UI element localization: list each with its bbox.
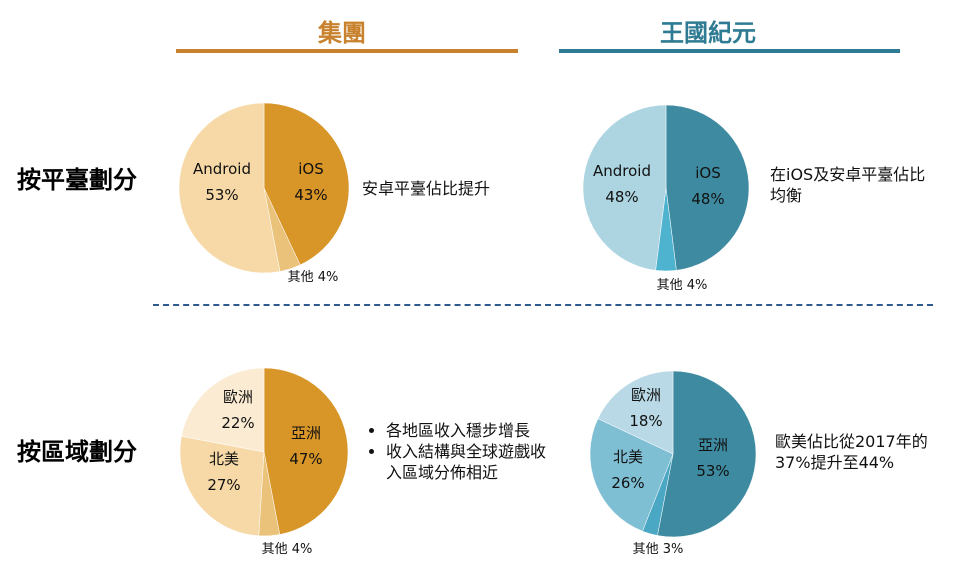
- slice-value-label: 26%: [611, 474, 644, 492]
- pie-chart-group-region: 亞洲 47% 其他 4% 北美 27% 歐洲 22%: [179, 367, 349, 557]
- kingdom-title-rule: [559, 49, 900, 53]
- pie-slice: [263, 367, 349, 535]
- group-title-rule: [176, 49, 518, 53]
- pie-slice: [181, 367, 265, 453]
- row-label-platform: 按平臺劃分: [17, 166, 137, 194]
- slice-name-label: Android: [593, 162, 651, 180]
- slice-value-label: 48%: [691, 190, 724, 208]
- pie-slice: [178, 102, 281, 274]
- slice-name-label: 北美: [209, 450, 239, 468]
- slice-label-other: 其他 3%: [633, 542, 684, 557]
- slice-name-label: iOS: [695, 164, 721, 182]
- pie-slice: [665, 104, 750, 271]
- slice-name-label: 亞洲: [291, 424, 321, 442]
- note-group-platform: 安卓平臺佔比提升: [362, 179, 491, 198]
- slice-value-label: 53%: [205, 186, 238, 204]
- slice-value-label: 48%: [605, 188, 638, 206]
- pie-slice: [589, 418, 674, 532]
- slice-value-label: 22%: [221, 414, 254, 432]
- slice-value-label: 43%: [294, 186, 327, 204]
- pie-chart-kingdom-platform: iOS 48% 其他 4% Android 48%: [582, 104, 750, 293]
- note-kingdom-region: 歐美佔比從2017年的37%提升至44%: [775, 432, 928, 472]
- slice-name-label: Android: [193, 160, 251, 178]
- pie-chart-group-platform: iOS 43% 其他 4% Android 53%: [178, 102, 350, 285]
- slice-label-other: 其他 4%: [657, 278, 708, 293]
- bullet-item: 收入結構與全球遊戲收入區域分佈相近: [386, 441, 553, 483]
- slice-value-label: 27%: [207, 476, 240, 494]
- pie-slice: [179, 435, 265, 537]
- section-divider: [153, 304, 933, 306]
- bullet-item: 各地區收入穩步增長: [386, 420, 553, 441]
- kingdom-title: 王國紀元: [660, 19, 756, 47]
- group-title: 集團: [318, 19, 366, 47]
- row-label-region: 按區域劃分: [17, 438, 137, 466]
- pie-slice: [263, 102, 350, 266]
- slice-name-label: 歐洲: [631, 386, 661, 404]
- slice-name-label: 亞洲: [698, 436, 728, 454]
- slice-name-label: 歐洲: [223, 388, 253, 406]
- slice-value-label: 53%: [696, 462, 729, 480]
- note-kingdom-platform: 在iOS及安卓平臺佔比均衡: [770, 165, 926, 205]
- slice-value-label: 18%: [629, 412, 662, 430]
- note-group-region: 各地區收入穩步增長 收入結構與全球遊戲收入區域分佈相近: [368, 420, 553, 483]
- pie-slice: [582, 104, 667, 271]
- pie-chart-kingdom-region: 亞洲 53% 其他 3% 北美 26% 歐洲 18%: [589, 370, 757, 557]
- slice-name-label: 北美: [613, 448, 643, 466]
- pie-slice: [597, 370, 674, 455]
- slice-label-other: 其他 4%: [262, 542, 313, 557]
- slice-label-other: 其他 4%: [288, 270, 339, 285]
- slice-value-label: 47%: [289, 450, 322, 468]
- pie-slice: [657, 370, 757, 538]
- slice-name-label: iOS: [298, 160, 324, 178]
